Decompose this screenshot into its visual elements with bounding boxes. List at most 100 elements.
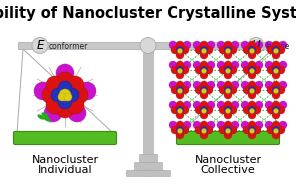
- Circle shape: [273, 106, 279, 114]
- Circle shape: [169, 81, 177, 89]
- Circle shape: [193, 61, 201, 69]
- Text: Nanocluster: Nanocluster: [31, 155, 99, 165]
- Circle shape: [274, 49, 279, 53]
- Circle shape: [248, 131, 256, 139]
- Text: Stability of Nanocluster Crystalline Systems: Stability of Nanocluster Crystalline Sys…: [0, 6, 296, 21]
- Circle shape: [219, 66, 227, 74]
- Circle shape: [241, 41, 249, 49]
- Circle shape: [183, 101, 191, 109]
- Circle shape: [255, 101, 263, 109]
- FancyBboxPatch shape: [176, 132, 279, 145]
- Circle shape: [181, 106, 189, 114]
- Circle shape: [176, 46, 184, 53]
- Circle shape: [171, 106, 179, 114]
- Circle shape: [250, 49, 255, 53]
- Circle shape: [255, 61, 263, 69]
- Circle shape: [200, 61, 208, 69]
- Circle shape: [248, 51, 256, 59]
- Circle shape: [207, 101, 215, 109]
- Circle shape: [207, 81, 215, 89]
- Circle shape: [176, 111, 184, 119]
- Text: Nanocluster: Nanocluster: [194, 155, 262, 165]
- Circle shape: [176, 51, 184, 59]
- Circle shape: [265, 41, 273, 49]
- Circle shape: [267, 66, 275, 74]
- Circle shape: [205, 46, 213, 54]
- Ellipse shape: [37, 114, 45, 120]
- Circle shape: [274, 88, 279, 94]
- Circle shape: [32, 37, 48, 53]
- Circle shape: [253, 106, 261, 114]
- Circle shape: [200, 87, 207, 94]
- Circle shape: [224, 46, 231, 53]
- Circle shape: [176, 121, 184, 129]
- Circle shape: [207, 121, 215, 129]
- Ellipse shape: [41, 112, 49, 118]
- Circle shape: [224, 131, 232, 139]
- Text: Individual: Individual: [38, 165, 92, 175]
- Circle shape: [241, 101, 249, 109]
- Circle shape: [176, 81, 184, 89]
- Circle shape: [195, 66, 203, 74]
- Circle shape: [58, 95, 72, 109]
- Circle shape: [248, 91, 256, 99]
- Circle shape: [250, 88, 255, 94]
- Circle shape: [249, 126, 255, 133]
- Circle shape: [224, 41, 232, 49]
- Circle shape: [183, 41, 191, 49]
- Circle shape: [181, 46, 189, 54]
- Circle shape: [243, 106, 251, 114]
- Circle shape: [178, 88, 183, 94]
- Circle shape: [176, 41, 184, 49]
- Circle shape: [226, 129, 231, 133]
- Circle shape: [202, 49, 207, 53]
- Circle shape: [272, 61, 280, 69]
- Circle shape: [224, 61, 232, 69]
- Circle shape: [200, 111, 208, 119]
- Circle shape: [195, 126, 203, 134]
- Ellipse shape: [44, 116, 51, 122]
- Circle shape: [200, 91, 208, 99]
- Circle shape: [46, 96, 64, 114]
- Circle shape: [250, 68, 255, 74]
- Circle shape: [241, 61, 249, 69]
- Circle shape: [226, 108, 231, 114]
- Circle shape: [248, 71, 256, 79]
- Circle shape: [70, 86, 88, 104]
- Circle shape: [140, 37, 156, 53]
- Circle shape: [265, 61, 273, 69]
- Circle shape: [224, 51, 232, 59]
- Ellipse shape: [126, 170, 170, 176]
- Circle shape: [178, 108, 183, 114]
- Circle shape: [66, 76, 84, 94]
- Bar: [18, 42, 278, 49]
- Circle shape: [272, 91, 280, 99]
- Circle shape: [273, 87, 279, 94]
- Circle shape: [178, 129, 183, 133]
- Circle shape: [248, 41, 256, 49]
- Circle shape: [193, 101, 201, 109]
- Circle shape: [183, 61, 191, 69]
- Circle shape: [224, 106, 231, 114]
- Circle shape: [226, 88, 231, 94]
- Circle shape: [248, 81, 256, 89]
- Circle shape: [59, 89, 71, 101]
- Circle shape: [279, 121, 287, 129]
- Circle shape: [253, 126, 261, 134]
- Circle shape: [181, 66, 189, 74]
- Circle shape: [272, 41, 280, 49]
- Circle shape: [200, 67, 207, 74]
- Circle shape: [202, 129, 207, 133]
- Circle shape: [200, 121, 208, 129]
- Circle shape: [181, 126, 189, 134]
- Circle shape: [183, 81, 191, 89]
- Circle shape: [277, 106, 285, 114]
- Text: conformer: conformer: [49, 42, 89, 51]
- Circle shape: [229, 106, 237, 114]
- Circle shape: [243, 86, 251, 94]
- Circle shape: [78, 82, 96, 100]
- FancyBboxPatch shape: [14, 132, 117, 145]
- Circle shape: [176, 131, 184, 139]
- Circle shape: [176, 71, 184, 79]
- Circle shape: [253, 46, 261, 54]
